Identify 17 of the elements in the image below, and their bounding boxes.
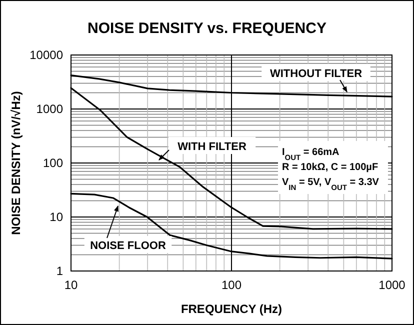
annotation: V$_{IN}$ = 5V, V$_{OUT}$ = 3.3V	[282, 177, 380, 192]
x-tick-label: 1000	[378, 278, 406, 292]
x-tick-label: 100	[221, 278, 242, 292]
annotation: I$_{OUT}$ = 66mA	[282, 147, 340, 162]
series-label: WITHOUT FILTER	[270, 68, 362, 80]
y-tick-label: 100	[42, 156, 64, 170]
y-tick-label: 10	[50, 210, 64, 224]
y-tick-label: 1	[56, 264, 64, 278]
series-label: WITH FILTER	[178, 140, 246, 153]
y-tick-label: 10000	[30, 48, 64, 62]
series-label: NOISE FLOOR	[90, 240, 166, 252]
chart-title: NOISE DENSITY vs. FREQUENCY	[88, 20, 326, 37]
y-axis-title: NOISE DENSITY (nV/√Hz)	[9, 91, 23, 235]
x-axis-title: FREQUENCY (Hz)	[180, 302, 282, 316]
x-tick-label: 10	[64, 278, 78, 292]
annotation: R = 10kΩ, C = 100µF	[282, 162, 378, 173]
y-tick-label: 1000	[36, 102, 64, 116]
